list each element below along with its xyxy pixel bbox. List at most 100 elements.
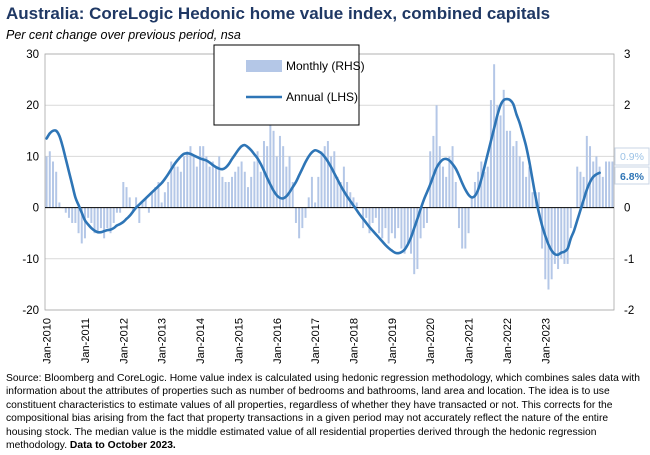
monthly-bar [189, 146, 192, 208]
x-axis-tick-label: Jan-2017 [310, 318, 322, 364]
monthly-bar [406, 207, 409, 244]
x-axis-tick-label: Jan-2013 [157, 318, 169, 364]
left-axis-tick-label: -20 [22, 305, 39, 317]
monthly-bar [314, 202, 317, 208]
monthly-bar [330, 156, 333, 208]
monthly-bar [566, 207, 569, 264]
monthly-bar [601, 176, 604, 208]
monthly-bar [67, 207, 70, 218]
monthly-bar [515, 141, 518, 208]
monthly-bar [160, 202, 163, 208]
monthly-bar [384, 207, 387, 229]
monthly-bar [374, 207, 377, 218]
monthly-bar [410, 207, 413, 254]
monthly-bar [531, 192, 534, 208]
x-axis-tick-label: Jan-2014 [195, 318, 207, 364]
monthly-bar [422, 207, 425, 229]
monthly-bar [537, 192, 540, 208]
monthly-bar [352, 197, 355, 208]
monthly-bar [48, 151, 51, 208]
monthly-bar [413, 207, 416, 275]
monthly-bar [176, 166, 179, 208]
monthly-bar [483, 171, 486, 208]
monthly-bar [582, 176, 585, 208]
monthly-bar [240, 161, 243, 208]
monthly-bar [499, 115, 502, 208]
monthly-bar [368, 207, 371, 234]
monthly-bar [553, 207, 556, 264]
monthly-bar [275, 156, 278, 208]
monthly-bar [246, 187, 249, 208]
monthly-bar [336, 176, 339, 208]
monthly-bar [243, 171, 246, 208]
legend-label-monthly: Monthly (RHS) [286, 59, 365, 73]
monthly-bar [119, 207, 122, 213]
x-axis-tick-label: Jan-2019 [387, 318, 399, 364]
monthly-bar [291, 182, 294, 208]
monthly-bar [496, 105, 499, 208]
monthly-bar [71, 207, 74, 223]
monthly-bar [416, 207, 419, 270]
monthly-bar [125, 187, 128, 208]
annual-line [45, 97, 601, 257]
monthly-bar [589, 146, 592, 208]
monthly-bar [221, 176, 224, 208]
monthly-bar [560, 207, 563, 259]
monthly-bar [135, 197, 138, 208]
monthly-bar [272, 130, 275, 208]
monthly-bar [151, 192, 154, 208]
monthly-bar [592, 161, 595, 208]
monthly-bar [365, 207, 368, 218]
monthly-bar [397, 207, 400, 229]
monthly-bar [493, 64, 496, 208]
monthly-bar [304, 207, 307, 218]
monthly-bar [301, 207, 304, 229]
monthly-bar [215, 166, 218, 208]
monthly-bar [45, 156, 48, 208]
legend-swatch-monthly [246, 60, 282, 72]
monthly-bar [141, 202, 144, 208]
monthly-bar [138, 207, 141, 223]
monthly-bar [58, 202, 61, 208]
monthly-bar [231, 176, 233, 208]
monthly-bar [199, 146, 202, 208]
monthly-bar [269, 120, 272, 208]
monthly-bar [64, 207, 67, 213]
monthly-bar [579, 171, 582, 208]
monthly-bar [323, 146, 326, 208]
last-value-box-annual [614, 166, 650, 185]
monthly-bar [80, 207, 83, 244]
monthly-bar [205, 156, 208, 208]
right-axis-tick-label: 3 [624, 49, 630, 61]
monthly-bar [557, 207, 560, 270]
monthly-bar [250, 176, 253, 208]
monthly-bar [441, 166, 444, 208]
chart-area: -20-100102030-2-10123Jan-2010Jan-2011Jan… [22, 44, 650, 364]
monthly-bar [298, 207, 301, 239]
monthly-bar [310, 176, 313, 208]
right-axis-tick-label: 2 [624, 100, 630, 112]
right-axis-tick-label: -2 [624, 305, 634, 317]
monthly-bar [253, 161, 256, 208]
monthly-bar [278, 135, 281, 208]
monthly-bar [317, 176, 320, 208]
monthly-bar [333, 151, 336, 208]
monthly-bar [234, 171, 237, 208]
monthly-bar [157, 182, 160, 208]
monthly-bar [147, 207, 150, 213]
monthly-bar [170, 161, 173, 208]
monthly-bar [355, 202, 358, 208]
chart-title: Australia: CoreLogic Hedonic home value … [6, 4, 551, 23]
monthly-bar [93, 207, 96, 234]
x-axis-tick-label: Jan-2022 [502, 318, 514, 364]
monthly-bar [192, 156, 195, 208]
monthly-bar [186, 151, 189, 208]
monthly-bar [52, 161, 54, 208]
monthly-bar [569, 207, 572, 229]
monthly-bar [173, 166, 176, 208]
monthly-bar [106, 207, 109, 229]
monthly-bar [163, 192, 166, 208]
monthly-bar [547, 207, 550, 290]
monthly-bar [112, 207, 115, 223]
x-axis-tick-label: Jan-2015 [233, 318, 245, 364]
